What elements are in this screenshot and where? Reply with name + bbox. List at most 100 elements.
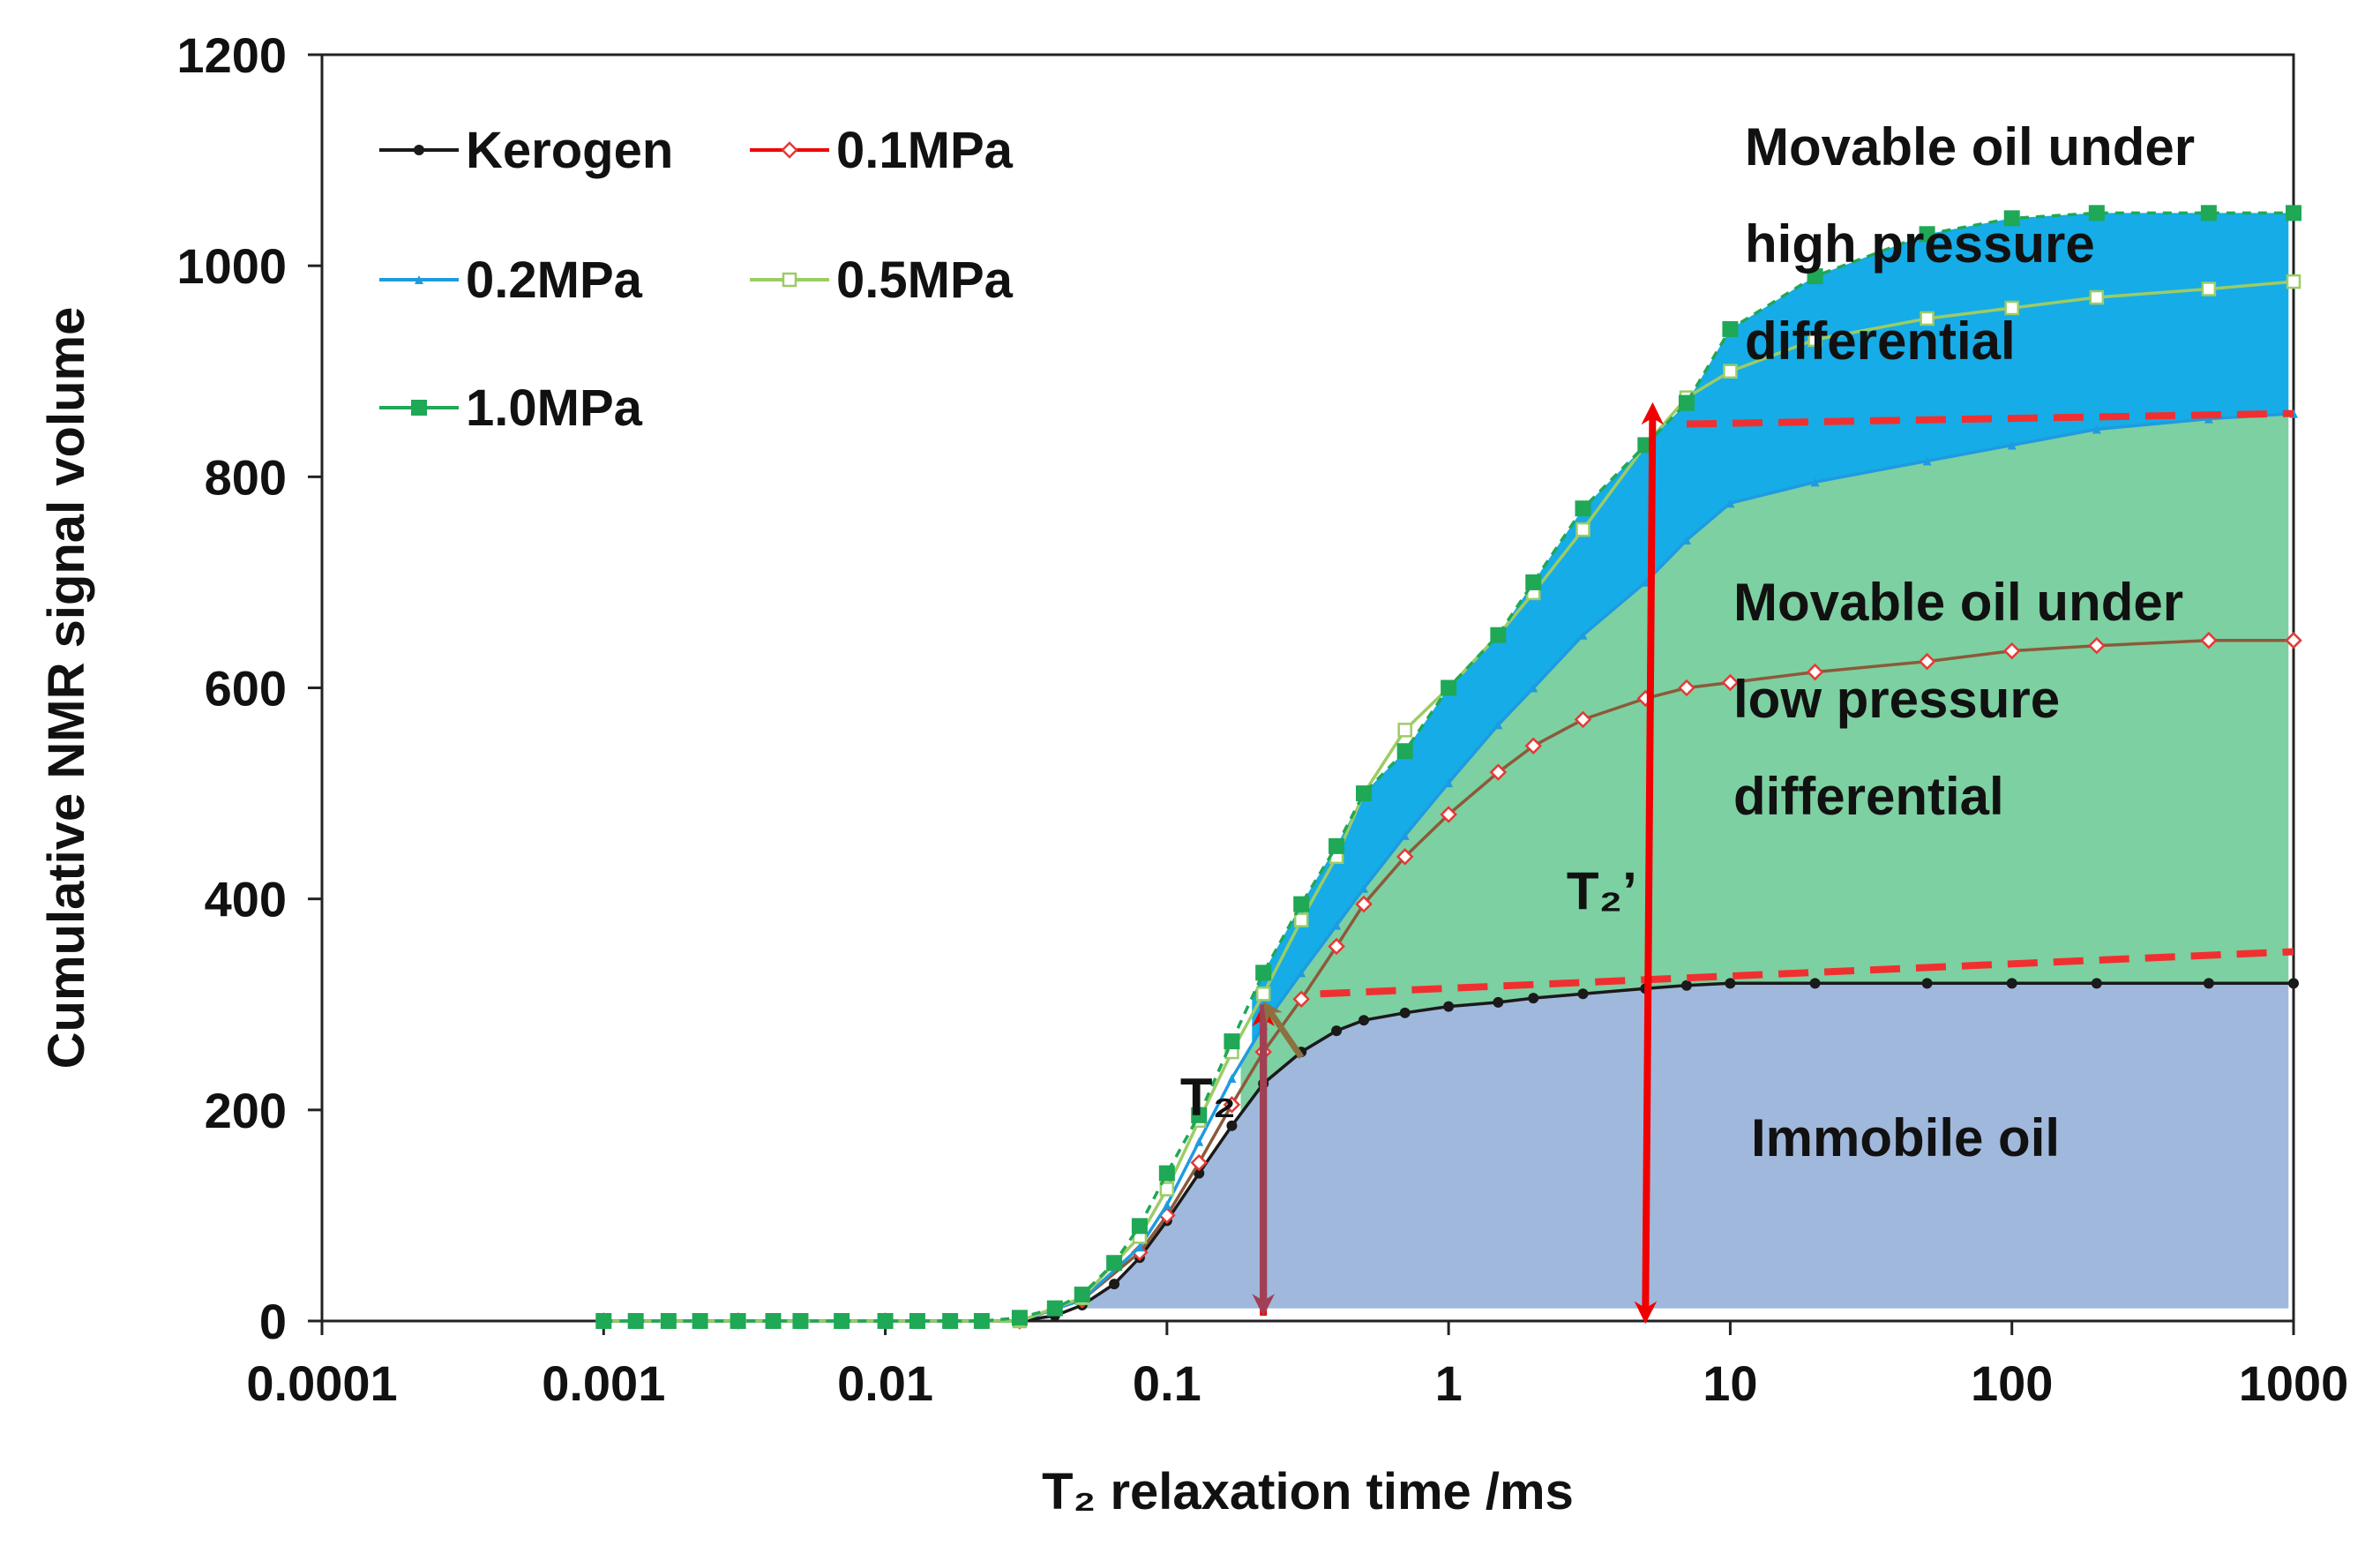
data-point — [1191, 1107, 1208, 1123]
immobile-level-dashed-line — [1320, 948, 2294, 998]
data-point — [1575, 522, 1590, 537]
data-point — [1680, 979, 1692, 991]
data-point — [1227, 1073, 1237, 1083]
data-point — [1293, 896, 1310, 912]
data-point — [2286, 274, 2301, 289]
data-point — [2288, 978, 2299, 989]
legend-entry: 0.1MPa — [750, 122, 1014, 179]
high-pressure-label-line: differential — [1745, 311, 2016, 371]
x-tick-label: 10 — [1703, 1355, 1757, 1411]
data-point — [730, 1313, 746, 1329]
legend-label: 0.5MPa — [836, 251, 1014, 309]
data-point — [1806, 663, 1824, 681]
immobile-oil-label: Immobile oil — [1751, 1108, 2060, 1167]
data-point — [1396, 743, 1413, 760]
data-point — [1292, 990, 1310, 1009]
data-point — [2200, 631, 2218, 649]
data-point — [1807, 268, 1823, 285]
x-tick-label: 100 — [1971, 1355, 2053, 1411]
y-axis-label: Cumulative NMR signal volume — [38, 307, 95, 1069]
data-point — [1106, 1255, 1123, 1272]
data-point — [2007, 440, 2017, 450]
data-point — [1400, 830, 1410, 840]
x-tick-label: 1000 — [2239, 1355, 2349, 1411]
y-tick-label: 0 — [259, 1294, 287, 1349]
data-point — [782, 272, 797, 288]
low-pressure-label-line: Movable oil under — [1733, 573, 2183, 632]
high-pressure-label-line: Movable oil under — [1745, 117, 2195, 176]
data-point — [2200, 205, 2217, 221]
axis-labels: T₂ relaxation time /ms Cumulative NMR sig… — [38, 307, 1574, 1520]
data-point — [973, 1313, 990, 1329]
data-point — [415, 275, 423, 284]
data-point — [1440, 806, 1457, 823]
data-point — [909, 1313, 925, 1329]
data-point — [1444, 778, 1454, 788]
data-point — [1328, 837, 1345, 854]
data-point — [1493, 720, 1503, 730]
data-point — [1490, 627, 1507, 643]
data-point — [1131, 1218, 1148, 1235]
region-immobile — [1082, 983, 2289, 1309]
data-point — [1678, 394, 1695, 411]
annotation-overlays: T₂ T₂’ Movable oil under high pressure diffe… — [1180, 117, 2294, 1325]
y-tick-label: 600 — [205, 661, 287, 717]
data-point — [2204, 414, 2213, 424]
data-point — [2003, 210, 2020, 227]
y-tick-label: 200 — [205, 1083, 287, 1138]
data-point — [1578, 630, 1588, 640]
data-point — [1725, 499, 1735, 508]
data-point — [1725, 978, 1736, 989]
data-point — [834, 1313, 850, 1329]
data-point — [1681, 536, 1691, 545]
data-point — [1194, 1137, 1204, 1146]
data-point — [1921, 978, 1933, 989]
data-point — [877, 1313, 894, 1329]
data-point — [692, 1313, 708, 1329]
legend-entry: Kerogen — [379, 122, 673, 179]
data-point — [1293, 912, 1309, 927]
data-point — [781, 141, 798, 159]
x-tick-label: 0.0001 — [246, 1355, 397, 1411]
data-point — [1396, 848, 1414, 866]
axes: 0.0001 0.001 0.01 0.1 1 10 100 1000 0 200 400 600 80… — [176, 27, 2348, 1411]
legend-label: 0.1MPa — [836, 122, 1014, 179]
data-point — [2092, 424, 2101, 434]
data-point — [1158, 1165, 1175, 1182]
y-tick-label: 1000 — [176, 238, 287, 294]
data-point — [411, 400, 427, 416]
x-axis-label: T₂ relaxation time /ms — [1042, 1463, 1574, 1520]
data-point — [1226, 1120, 1238, 1131]
data-point — [2089, 289, 2105, 305]
data-point — [1721, 673, 1740, 692]
data-point — [1359, 883, 1369, 893]
data-point — [2006, 978, 2017, 989]
data-point — [595, 1313, 612, 1329]
data-point — [1443, 1001, 1455, 1012]
data-point — [1134, 1242, 1144, 1252]
data-point — [1809, 978, 1821, 989]
y-tick-label: 800 — [205, 449, 287, 505]
data-point — [1011, 1310, 1028, 1326]
data-point — [1074, 1287, 1090, 1303]
legend-entry: 0.5MPa — [750, 251, 1014, 309]
x-tick-label: 0.1 — [1133, 1355, 1201, 1411]
data-point — [1194, 1167, 1205, 1179]
data-point — [1723, 364, 1738, 379]
legend-label: 0.2MPa — [466, 251, 643, 309]
data-point — [1441, 679, 1457, 696]
t2-brown-arrow — [1263, 1001, 1305, 1060]
data-point — [1224, 1033, 1240, 1050]
data-point — [1046, 1300, 1063, 1317]
data-point — [1918, 652, 1936, 671]
legend-entry: 0.2MPa — [379, 251, 643, 309]
x-tick-label: 0.01 — [837, 1355, 933, 1411]
data-point — [1722, 320, 1739, 337]
series-1-0mpa — [595, 205, 2301, 1329]
data-point — [1577, 988, 1589, 1000]
data-point — [1255, 964, 1272, 981]
data-point — [1810, 477, 1820, 487]
data-point — [1297, 968, 1306, 978]
data-point — [2286, 205, 2301, 221]
